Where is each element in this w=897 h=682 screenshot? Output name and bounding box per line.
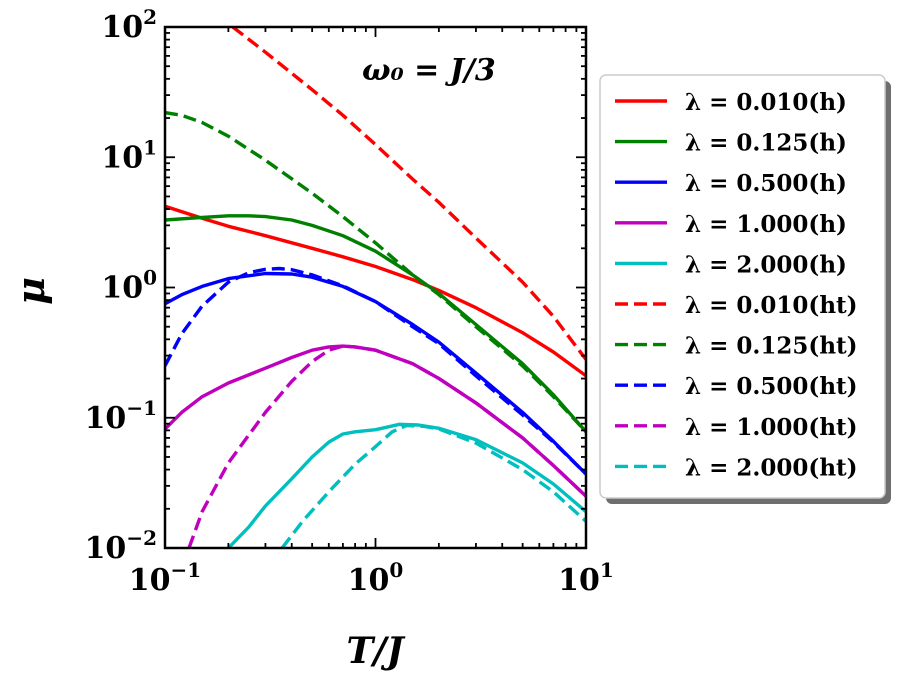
series-line-1 <box>165 204 586 378</box>
legend-entry: λ = 0.010(h) <box>615 89 847 116</box>
legend-label: λ = 0.125(ht) <box>685 333 858 360</box>
legend-label: λ = 1.000(h) <box>685 211 847 238</box>
legend-entry: λ = 1.000(ht) <box>615 414 858 441</box>
series-line-5 <box>227 422 586 548</box>
x-tick-label: 100 <box>348 558 404 598</box>
x-tick-label: 101 <box>558 558 614 598</box>
x-axis-label: T/J <box>347 630 406 672</box>
x-tick-label: 10−1 <box>129 558 201 598</box>
legend-entry: λ = 0.125(h) <box>615 130 847 157</box>
legend-label: λ = 0.500(ht) <box>685 373 858 400</box>
legend-entry: λ = 0.500(h) <box>615 170 847 197</box>
ticks-layer <box>164 26 587 549</box>
series-line-2 <box>165 214 586 433</box>
legend-label: λ = 0.500(h) <box>685 170 847 197</box>
legend-entry: λ = 1.000(h) <box>615 211 847 238</box>
legend: λ = 0.010(h) λ = 0.125(h) λ = 0.500(h) λ = … <box>599 74 891 504</box>
series-line-7 <box>165 110 586 433</box>
y-tick-label: 100 <box>101 266 157 306</box>
legend-label: λ = 2.000(ht) <box>685 454 858 481</box>
y-axis-label: μ <box>8 277 53 305</box>
y-tick-label: 101 <box>101 135 157 175</box>
legend-label: λ = 2.000(h) <box>685 251 847 278</box>
series-line-10 <box>280 423 586 548</box>
series-line-6 <box>231 27 586 361</box>
series-line-9 <box>187 344 586 548</box>
legend-items: λ = 0.010(h) λ = 0.125(h) λ = 0.500(h) λ = … <box>615 89 858 481</box>
legend-entry: λ = 0.010(ht) <box>615 292 858 319</box>
y-tick-label: 102 <box>101 5 157 45</box>
legend-entry: λ = 0.125(ht) <box>615 333 858 360</box>
series-line-4 <box>165 344 586 498</box>
y-tick-label: 10−2 <box>85 526 157 566</box>
legend-entry: λ = 2.000(h) <box>615 251 847 278</box>
legend-entry: λ = 2.000(ht) <box>615 454 858 481</box>
legend-box <box>599 74 886 499</box>
legend-label: λ = 1.000(ht) <box>685 414 858 441</box>
series-line-3 <box>165 271 586 476</box>
series-line-8 <box>165 266 586 476</box>
legend-label: λ = 0.010(h) <box>685 89 847 116</box>
plot-frame <box>163 25 588 550</box>
annotation-text: ω₀ = J/3 <box>362 53 496 88</box>
legend-label: λ = 0.010(ht) <box>685 292 858 319</box>
series-layer <box>165 27 586 548</box>
y-tick-label: 10−1 <box>85 396 157 436</box>
legend-label: λ = 0.125(h) <box>685 130 847 157</box>
legend-entry: λ = 0.500(ht) <box>615 373 858 400</box>
